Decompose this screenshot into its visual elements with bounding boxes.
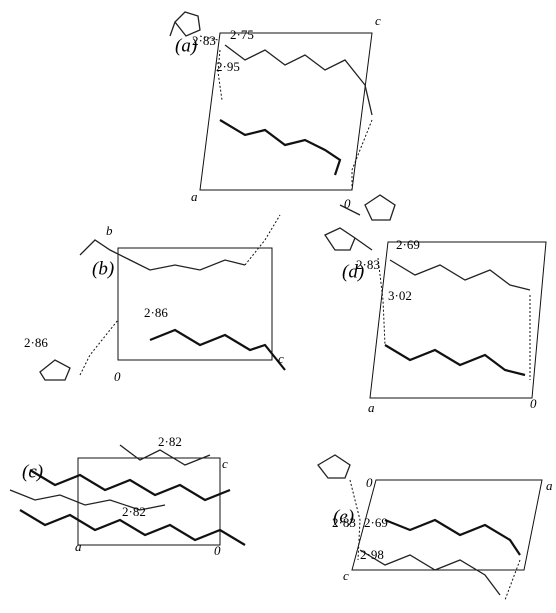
axis-label: c xyxy=(222,456,228,471)
panel-a: (a) c a 0 2·83 2·75 2·95 xyxy=(170,12,395,220)
axis-label: 0 xyxy=(530,396,537,411)
axis-label: c xyxy=(375,13,381,28)
axis-label: 0 xyxy=(114,369,121,384)
distance-label: 2·86 xyxy=(24,335,48,350)
molecule xyxy=(390,260,530,290)
distance-label: 2·75 xyxy=(230,27,254,42)
distance-label: 2·83 xyxy=(332,515,356,530)
axis-label: 0 xyxy=(214,543,221,558)
distance-label: 2·82 xyxy=(158,434,182,449)
molecule xyxy=(150,330,285,370)
distance-label: 3·02 xyxy=(388,288,412,303)
molecule xyxy=(225,45,372,115)
figure: (a) c a 0 2·83 2·75 2·95 (b) b 0 c 2·86 … xyxy=(0,0,556,613)
h-bond xyxy=(350,480,520,600)
molecule xyxy=(385,520,520,555)
axis-label: a xyxy=(75,539,82,554)
panel-c: (c) c a 0 2·82 2·82 xyxy=(10,434,245,558)
distance-label: 2·69 xyxy=(396,237,420,252)
axis-label: 0 xyxy=(366,475,373,490)
axis-label: c xyxy=(343,568,349,583)
molecule xyxy=(318,455,350,478)
distance-label: 2·95 xyxy=(216,59,240,74)
panel-b: (b) b 0 c 2·86 2·86 xyxy=(24,215,285,384)
molecule xyxy=(220,120,340,175)
molecule xyxy=(325,228,372,250)
panel-label: (b) xyxy=(92,258,114,279)
molecule xyxy=(40,360,70,380)
molecule xyxy=(385,345,525,375)
axis-label: c xyxy=(278,351,284,366)
axis-label: b xyxy=(106,223,113,238)
panel-e: (e) 0 a c 2·83 2·69 2·98 xyxy=(318,455,553,600)
panel-label: (c) xyxy=(22,461,43,482)
distance-label: 2·83 xyxy=(356,257,380,272)
distance-label: 2·86 xyxy=(144,305,168,320)
distance-label: 2·98 xyxy=(360,547,384,562)
axis-label: a xyxy=(368,400,375,415)
unit-cell xyxy=(200,33,372,190)
distance-label: 2·83 xyxy=(192,33,216,48)
panel-d: (d) a 0 2·83 2·69 3·02 xyxy=(325,228,546,415)
distance-label: 2·82 xyxy=(122,504,146,519)
distance-label: 2·69 xyxy=(364,515,388,530)
axis-label: a xyxy=(546,478,553,493)
axis-label: 0 xyxy=(344,196,351,211)
axis-label: a xyxy=(191,189,198,204)
